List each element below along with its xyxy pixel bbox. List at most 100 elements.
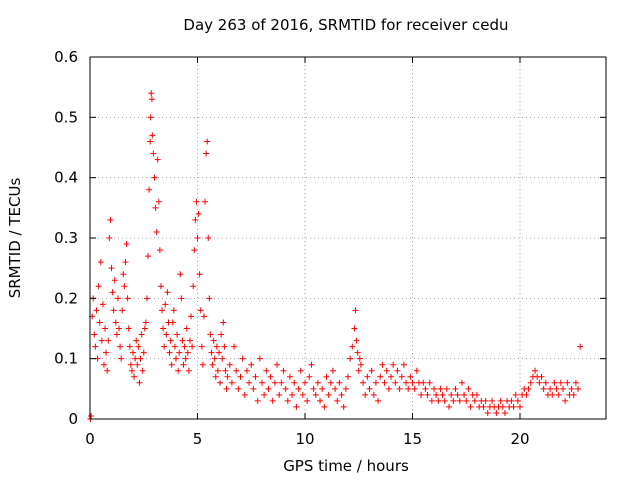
data-point xyxy=(149,132,156,139)
y-tick-label: 0.1 xyxy=(54,350,78,368)
data-point xyxy=(131,373,138,380)
data-point xyxy=(342,385,349,392)
data-point xyxy=(484,409,491,416)
chart-title: Day 263 of 2016, SRMTID for receiver ced… xyxy=(183,16,508,34)
data-point xyxy=(433,391,440,398)
data-point xyxy=(353,337,360,344)
data-point xyxy=(536,379,543,386)
data-point xyxy=(109,289,116,296)
data-point xyxy=(93,307,100,314)
data-point xyxy=(362,391,369,398)
data-point xyxy=(396,385,403,392)
data-point xyxy=(317,397,324,404)
data-point xyxy=(293,403,300,410)
data-point xyxy=(175,367,182,374)
data-point xyxy=(202,198,209,205)
data-point xyxy=(443,385,450,392)
data-point xyxy=(274,361,281,368)
data-point xyxy=(256,355,263,362)
data-point xyxy=(304,397,311,404)
data-point xyxy=(96,319,103,326)
data-point xyxy=(105,337,112,344)
data-point xyxy=(458,379,465,386)
data-point xyxy=(169,319,176,326)
data-point xyxy=(267,373,274,380)
data-point xyxy=(340,403,347,410)
data-point xyxy=(191,247,198,254)
data-point xyxy=(372,379,379,386)
data-point xyxy=(482,397,489,404)
data-point xyxy=(218,331,225,338)
data-point xyxy=(233,367,240,374)
data-point xyxy=(385,385,392,392)
y-tick-label: 0.5 xyxy=(54,108,78,126)
data-point xyxy=(364,373,371,380)
data-point xyxy=(142,319,149,326)
data-point xyxy=(248,361,255,368)
data-point xyxy=(280,367,287,374)
data-point xyxy=(114,295,121,302)
data-point xyxy=(456,397,463,404)
data-point xyxy=(547,385,554,392)
data-point xyxy=(181,343,188,350)
data-point xyxy=(126,343,133,350)
data-point xyxy=(177,271,184,278)
data-point xyxy=(463,397,470,404)
data-point xyxy=(332,385,339,392)
y-tick-label: 0 xyxy=(68,410,78,428)
data-point xyxy=(134,361,141,368)
data-point xyxy=(514,397,521,404)
data-point xyxy=(163,331,170,338)
data-point xyxy=(148,96,155,103)
data-point xyxy=(441,397,448,404)
data-point xyxy=(164,289,171,296)
data-point xyxy=(403,379,410,386)
data-point xyxy=(575,385,582,392)
data-point xyxy=(394,367,401,374)
data-point xyxy=(211,355,218,362)
data-point xyxy=(252,373,259,380)
data-point xyxy=(501,409,508,416)
data-point xyxy=(174,331,181,338)
data-point xyxy=(282,385,289,392)
data-point xyxy=(377,373,384,380)
data-point xyxy=(167,337,174,344)
data-point xyxy=(122,259,129,266)
data-point xyxy=(186,337,193,344)
data-point xyxy=(388,373,394,380)
data-point xyxy=(156,247,163,254)
data-point xyxy=(104,367,111,374)
data-point xyxy=(192,216,199,223)
data-point xyxy=(147,138,154,145)
data-point xyxy=(136,379,143,386)
data-point xyxy=(439,391,446,398)
data-point xyxy=(398,373,405,380)
data-point xyxy=(450,397,457,404)
data-point xyxy=(209,361,216,368)
x-axis-label: GPS time / hours xyxy=(283,457,409,475)
data-point xyxy=(111,277,118,284)
data-point xyxy=(153,228,160,235)
data-point xyxy=(204,138,211,145)
data-point xyxy=(549,391,556,398)
data-point xyxy=(254,397,261,404)
data-point xyxy=(182,355,189,362)
data-point xyxy=(219,355,226,362)
data-point xyxy=(112,319,119,326)
data-point xyxy=(171,343,178,350)
data-point xyxy=(553,385,560,392)
data-point xyxy=(265,385,272,392)
data-point xyxy=(297,367,304,374)
data-point xyxy=(381,379,388,386)
data-point xyxy=(400,361,407,368)
data-point xyxy=(183,325,190,332)
data-point xyxy=(199,361,206,368)
data-point xyxy=(345,373,351,380)
data-point xyxy=(357,361,364,368)
data-point xyxy=(493,409,500,416)
data-point xyxy=(176,349,183,356)
data-point xyxy=(148,90,155,97)
data-point xyxy=(246,379,253,386)
data-point xyxy=(208,349,215,356)
data-point xyxy=(213,343,220,350)
